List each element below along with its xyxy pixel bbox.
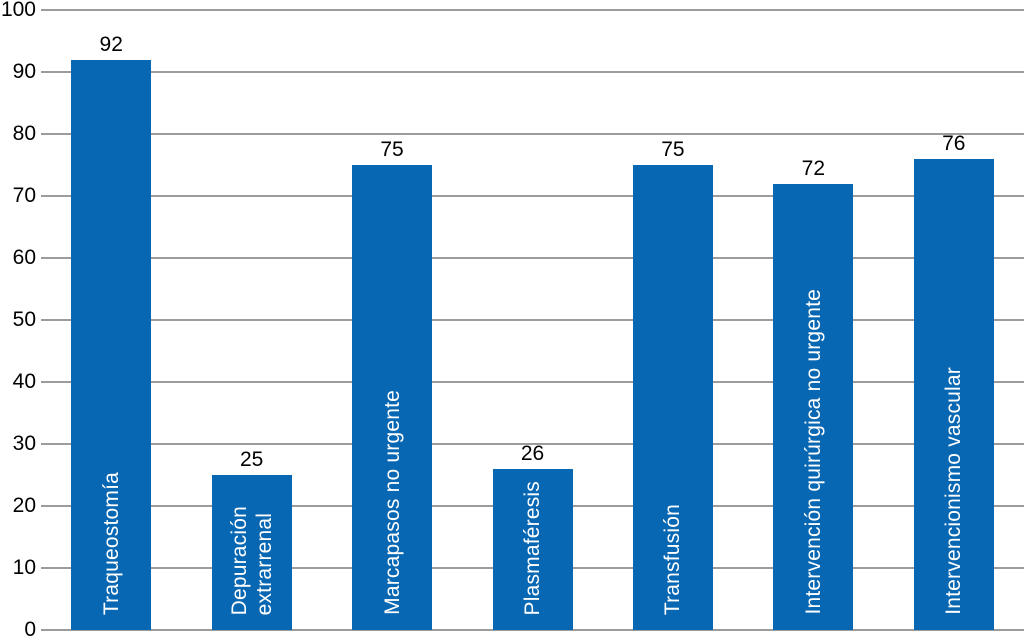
bar-category-label: Plasmaféresis (521, 480, 544, 615)
y-axis-tick-label: 0 (24, 618, 36, 641)
y-axis-tick-label: 80 (12, 122, 36, 145)
bar-value-label: 75 (661, 138, 685, 161)
bar: Depuración extrarrenal (211, 475, 292, 630)
y-axis-tick-label: 50 (12, 308, 36, 331)
gridline (41, 195, 1024, 197)
bar-value-label: 92 (99, 32, 123, 56)
bar: Plasmaféresis (492, 468, 573, 630)
y-axis-tick-label: 70 (12, 184, 36, 207)
bar-category-label: Depuración extrarrenal (227, 505, 276, 615)
bar: Traqueostomía (71, 59, 152, 630)
gridline (41, 71, 1024, 73)
bar-value-label: 76 (942, 131, 966, 155)
bar-value-label: 72 (801, 156, 826, 180)
gridline (41, 381, 1024, 383)
y-axis-tick-label: 20 (12, 494, 36, 517)
gridline (41, 9, 1024, 11)
y-axis-tick-label: 30 (12, 432, 36, 455)
y-axis-tick-label: 10 (12, 556, 36, 579)
gridline (41, 443, 1024, 445)
y-axis-tick-label: 90 (12, 60, 36, 83)
bar: Transfusión (632, 165, 713, 630)
gridline (41, 257, 1024, 259)
gridline (41, 319, 1024, 321)
y-axis-tick-label: 60 (12, 246, 36, 269)
bar-category-label: Intervención quirúrgica no urgente (801, 289, 825, 615)
bar-value-label: 75 (380, 138, 404, 161)
gridline (41, 629, 1024, 631)
gridline (41, 133, 1024, 135)
bar-category-label: Transfusión (661, 503, 685, 615)
bar-category-label: Intervencionismo vascular (942, 367, 966, 615)
bar-category-label: Traqueostomía (99, 471, 123, 615)
bar: Marcapasos no urgente (352, 165, 433, 630)
y-axis-tick-label: 40 (12, 370, 36, 393)
y-axis-tick-label: 100 (0, 0, 36, 21)
bar: Intervencionismo vascular (913, 158, 994, 630)
bar-value-label: 25 (239, 448, 264, 471)
bar: Intervención quirúrgica no urgente (773, 183, 854, 630)
bar-category-label: Marcapasos no urgente (380, 390, 404, 615)
bar-value-label: 26 (520, 441, 545, 465)
